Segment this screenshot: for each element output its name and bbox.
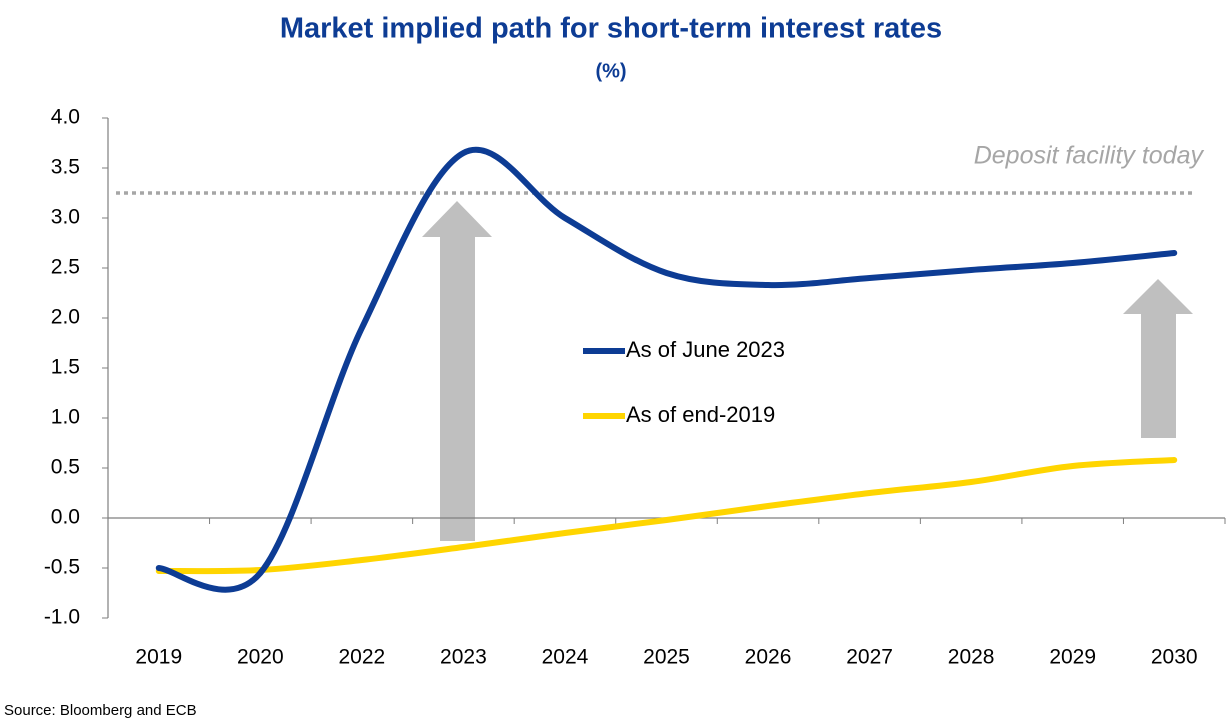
legend-label: As of June 2023 bbox=[626, 337, 785, 362]
x-tick-label: 2020 bbox=[237, 646, 284, 669]
x-tick-label: 2022 bbox=[339, 646, 386, 669]
y-tick-label: 2.0 bbox=[51, 306, 80, 329]
source: Source: Bloomberg and ECB bbox=[4, 702, 197, 719]
x-tick-label: 2025 bbox=[643, 646, 690, 669]
x-tick-label: 2029 bbox=[1049, 646, 1096, 669]
y-tick-label: 0.5 bbox=[51, 456, 80, 479]
y-tick-label: 4.0 bbox=[51, 106, 80, 129]
x-tick-label: 2024 bbox=[542, 646, 589, 669]
legend-label: As of end-2019 bbox=[626, 402, 775, 427]
y-tick-label: 3.0 bbox=[51, 206, 80, 229]
x-tick-label: 2019 bbox=[135, 646, 182, 669]
chart-title: Market implied path for short-term inter… bbox=[280, 13, 942, 45]
x-tick-label: 2030 bbox=[1151, 646, 1198, 669]
y-tick-label: -0.5 bbox=[44, 556, 80, 579]
y-tick-label: -1.0 bbox=[44, 606, 80, 629]
line-series bbox=[155, 457, 1178, 575]
x-tick-label: 2027 bbox=[846, 646, 893, 669]
arrow bbox=[422, 201, 492, 541]
reference-label: Deposit facility today bbox=[974, 142, 1205, 170]
y-tick-label: 1.5 bbox=[51, 356, 80, 379]
y-tick-label: 3.5 bbox=[51, 156, 80, 179]
x-tick-label: 2026 bbox=[745, 646, 792, 669]
x-tick-label: 2023 bbox=[440, 646, 487, 669]
y-tick-label: 1.0 bbox=[51, 406, 80, 429]
line-series bbox=[155, 146, 1178, 593]
y-tick-label: 0.0 bbox=[51, 506, 80, 529]
chart-subtitle: (%) bbox=[595, 60, 626, 82]
y-tick-label: 2.5 bbox=[51, 256, 80, 279]
x-tick-label: 2028 bbox=[948, 646, 995, 669]
arrow bbox=[1123, 279, 1193, 438]
